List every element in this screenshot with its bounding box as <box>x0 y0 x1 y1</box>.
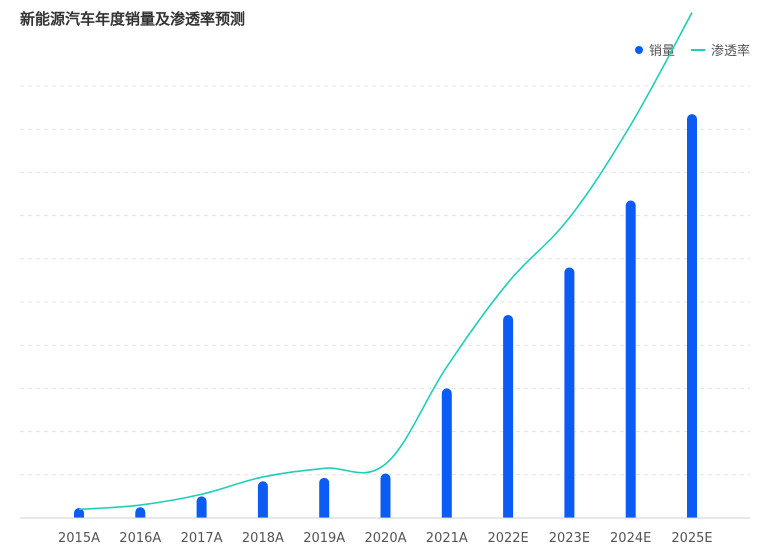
x-tick-label: 2019A <box>303 531 345 546</box>
legend-item-penetration[interactable]: 渗透率 <box>690 40 750 59</box>
bar <box>503 314 514 523</box>
x-tick-label: 2022E <box>487 531 528 546</box>
bar <box>380 473 391 523</box>
bar <box>687 114 697 523</box>
x-tick-label: 2020A <box>365 531 407 546</box>
chart-title: 新能源汽车年度销量及渗透率预测 <box>20 10 246 28</box>
bar <box>257 481 268 523</box>
x-tick-label: 2018A <box>242 531 284 546</box>
legend-penetration-marker <box>690 48 705 51</box>
x-tick-label: 2017A <box>181 531 223 546</box>
bar <box>196 496 207 523</box>
bar <box>441 388 452 523</box>
x-tick-label: 2016A <box>119 531 161 546</box>
bar <box>564 267 575 523</box>
legend-sales-marker <box>634 45 643 54</box>
chart-legend: 销量 渗透率 <box>619 40 750 59</box>
x-tick-label: 2023E <box>549 531 590 546</box>
legend-penetration-label: 渗透率 <box>710 44 750 59</box>
x-tick-label: 2015A <box>58 531 100 546</box>
bar <box>625 200 636 524</box>
baseline-mask <box>20 518 750 527</box>
penetration-line <box>78 12 693 511</box>
x-tick-label: 2021A <box>426 531 468 546</box>
bar <box>319 477 330 523</box>
x-tick-label: 2025E <box>671 531 712 546</box>
x-tick-label: 2024E <box>610 531 651 546</box>
